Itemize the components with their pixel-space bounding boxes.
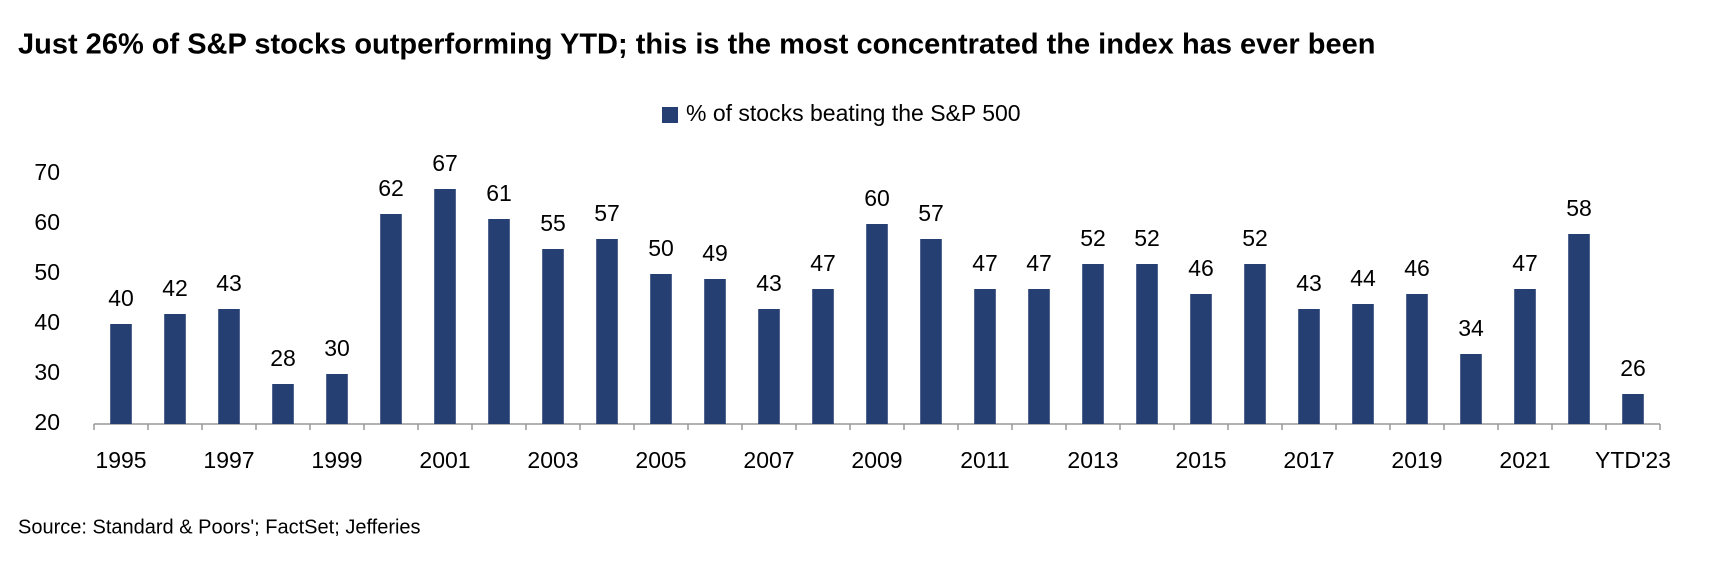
value-label: 47	[1512, 250, 1538, 276]
y-tick-label: 40	[34, 309, 60, 335]
value-label: 42	[162, 275, 188, 301]
bar	[1460, 354, 1482, 424]
x-tick-label: 2021	[1499, 447, 1550, 473]
x-tick-label: 2009	[851, 447, 902, 473]
value-label: 52	[1080, 225, 1106, 251]
value-label: 52	[1134, 225, 1160, 251]
x-tick-label: 2015	[1175, 447, 1226, 473]
x-tick-label: 1999	[311, 447, 362, 473]
bar	[326, 374, 348, 424]
chart-title: Just 26% of S&P stocks outperforming YTD…	[18, 29, 1375, 61]
x-tick-label: 2019	[1391, 447, 1442, 473]
value-label: 46	[1188, 255, 1214, 281]
bar	[920, 239, 942, 424]
value-label: 46	[1404, 255, 1430, 281]
value-label: 43	[216, 270, 242, 296]
value-label: 40	[108, 285, 134, 311]
bar	[1568, 234, 1590, 424]
bar	[866, 224, 888, 424]
x-tick-label: 2005	[635, 447, 686, 473]
y-tick-label: 30	[34, 359, 60, 385]
bar	[974, 289, 996, 424]
bar	[1082, 264, 1104, 424]
value-label: 55	[540, 210, 566, 236]
bar	[704, 279, 726, 424]
bar	[1352, 304, 1374, 424]
value-label: 30	[324, 335, 350, 361]
bar	[164, 314, 186, 424]
bar	[488, 219, 510, 424]
bar	[434, 189, 456, 424]
bar	[1136, 264, 1158, 424]
legend-swatch	[662, 107, 678, 123]
value-label: 34	[1458, 315, 1484, 341]
x-tick-label: 1995	[95, 447, 146, 473]
value-label: 57	[918, 200, 944, 226]
y-tick-label: 50	[34, 259, 60, 285]
value-label: 26	[1620, 355, 1646, 381]
value-label: 57	[594, 200, 620, 226]
bar	[758, 309, 780, 424]
bar	[542, 249, 564, 424]
x-tick-label: 2001	[419, 447, 470, 473]
x-tick-label: 2017	[1283, 447, 1334, 473]
x-tick-label: 1997	[203, 447, 254, 473]
bar	[380, 214, 402, 424]
bar	[1622, 394, 1644, 424]
y-tick-label: 60	[34, 209, 60, 235]
y-tick-label: 20	[34, 409, 60, 435]
bar	[110, 324, 132, 424]
legend-label: % of stocks beating the S&P 500	[686, 100, 1021, 126]
x-tick-label: 2011	[960, 447, 1009, 473]
x-tick-label: 2007	[743, 447, 794, 473]
bar	[1244, 264, 1266, 424]
bar	[218, 309, 240, 424]
value-label: 43	[756, 270, 782, 296]
bar	[1514, 289, 1536, 424]
x-tick-label: 2003	[527, 447, 578, 473]
bar	[1190, 294, 1212, 424]
bar	[1028, 289, 1050, 424]
value-label: 50	[648, 235, 674, 261]
value-label: 52	[1242, 225, 1268, 251]
y-tick-label: 70	[34, 159, 60, 185]
value-label: 58	[1566, 195, 1592, 221]
value-label: 44	[1350, 265, 1376, 291]
value-label: 67	[432, 150, 458, 176]
bar	[272, 384, 294, 424]
bar	[596, 239, 618, 424]
source-note: Source: Standard & Poors'; FactSet; Jeff…	[18, 516, 421, 538]
bar	[812, 289, 834, 424]
bar	[650, 274, 672, 424]
value-label: 61	[486, 180, 512, 206]
value-label: 47	[972, 250, 998, 276]
value-label: 47	[810, 250, 836, 276]
bar	[1298, 309, 1320, 424]
value-label: 43	[1296, 270, 1322, 296]
value-label: 28	[270, 345, 296, 371]
value-label: 60	[864, 185, 890, 211]
value-label: 62	[378, 175, 404, 201]
x-tick-label: 2013	[1067, 447, 1118, 473]
x-tick-label: YTD'23	[1595, 447, 1671, 473]
bar	[1406, 294, 1428, 424]
value-label: 47	[1026, 250, 1052, 276]
value-label: 49	[702, 240, 728, 266]
